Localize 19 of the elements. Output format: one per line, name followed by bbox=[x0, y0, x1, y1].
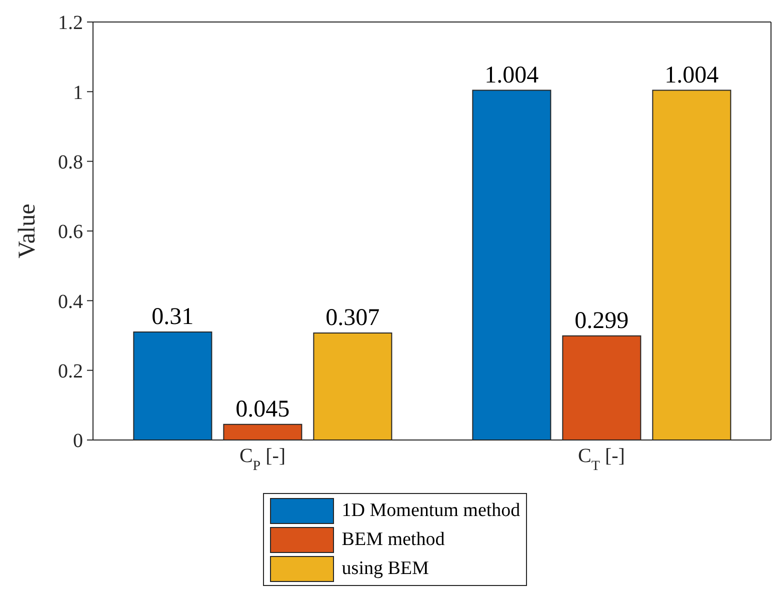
y-tick-label: 0.8 bbox=[58, 151, 83, 174]
legend-label: 1D Momentum method bbox=[342, 500, 520, 522]
x-tick-label: C$_{T}$ [-] bbox=[578, 445, 625, 474]
y-tick-label: 0.4 bbox=[58, 290, 83, 313]
y-axis-title: Value bbox=[14, 204, 41, 258]
y-tick-label: 0.2 bbox=[58, 360, 83, 382]
legend-label: using BEM bbox=[342, 558, 429, 580]
data-label: 0.045 bbox=[236, 396, 290, 422]
legend-label: BEM method bbox=[342, 528, 445, 550]
data-label: 0.31 bbox=[152, 304, 194, 330]
y-tick-label: 0 bbox=[73, 430, 83, 452]
data-label: 0.307 bbox=[326, 305, 380, 332]
data-label: 1.004 bbox=[664, 62, 719, 88]
y-tick-label: 1.2 bbox=[58, 12, 83, 34]
y-tick-label: 0.6 bbox=[58, 221, 83, 244]
data-label: 1.004 bbox=[484, 62, 539, 88]
y-tick-label: 1 bbox=[73, 82, 83, 104]
x-tick-label: C$_{P}$ [-] bbox=[239, 445, 286, 474]
data-label: 0.299 bbox=[574, 308, 629, 334]
